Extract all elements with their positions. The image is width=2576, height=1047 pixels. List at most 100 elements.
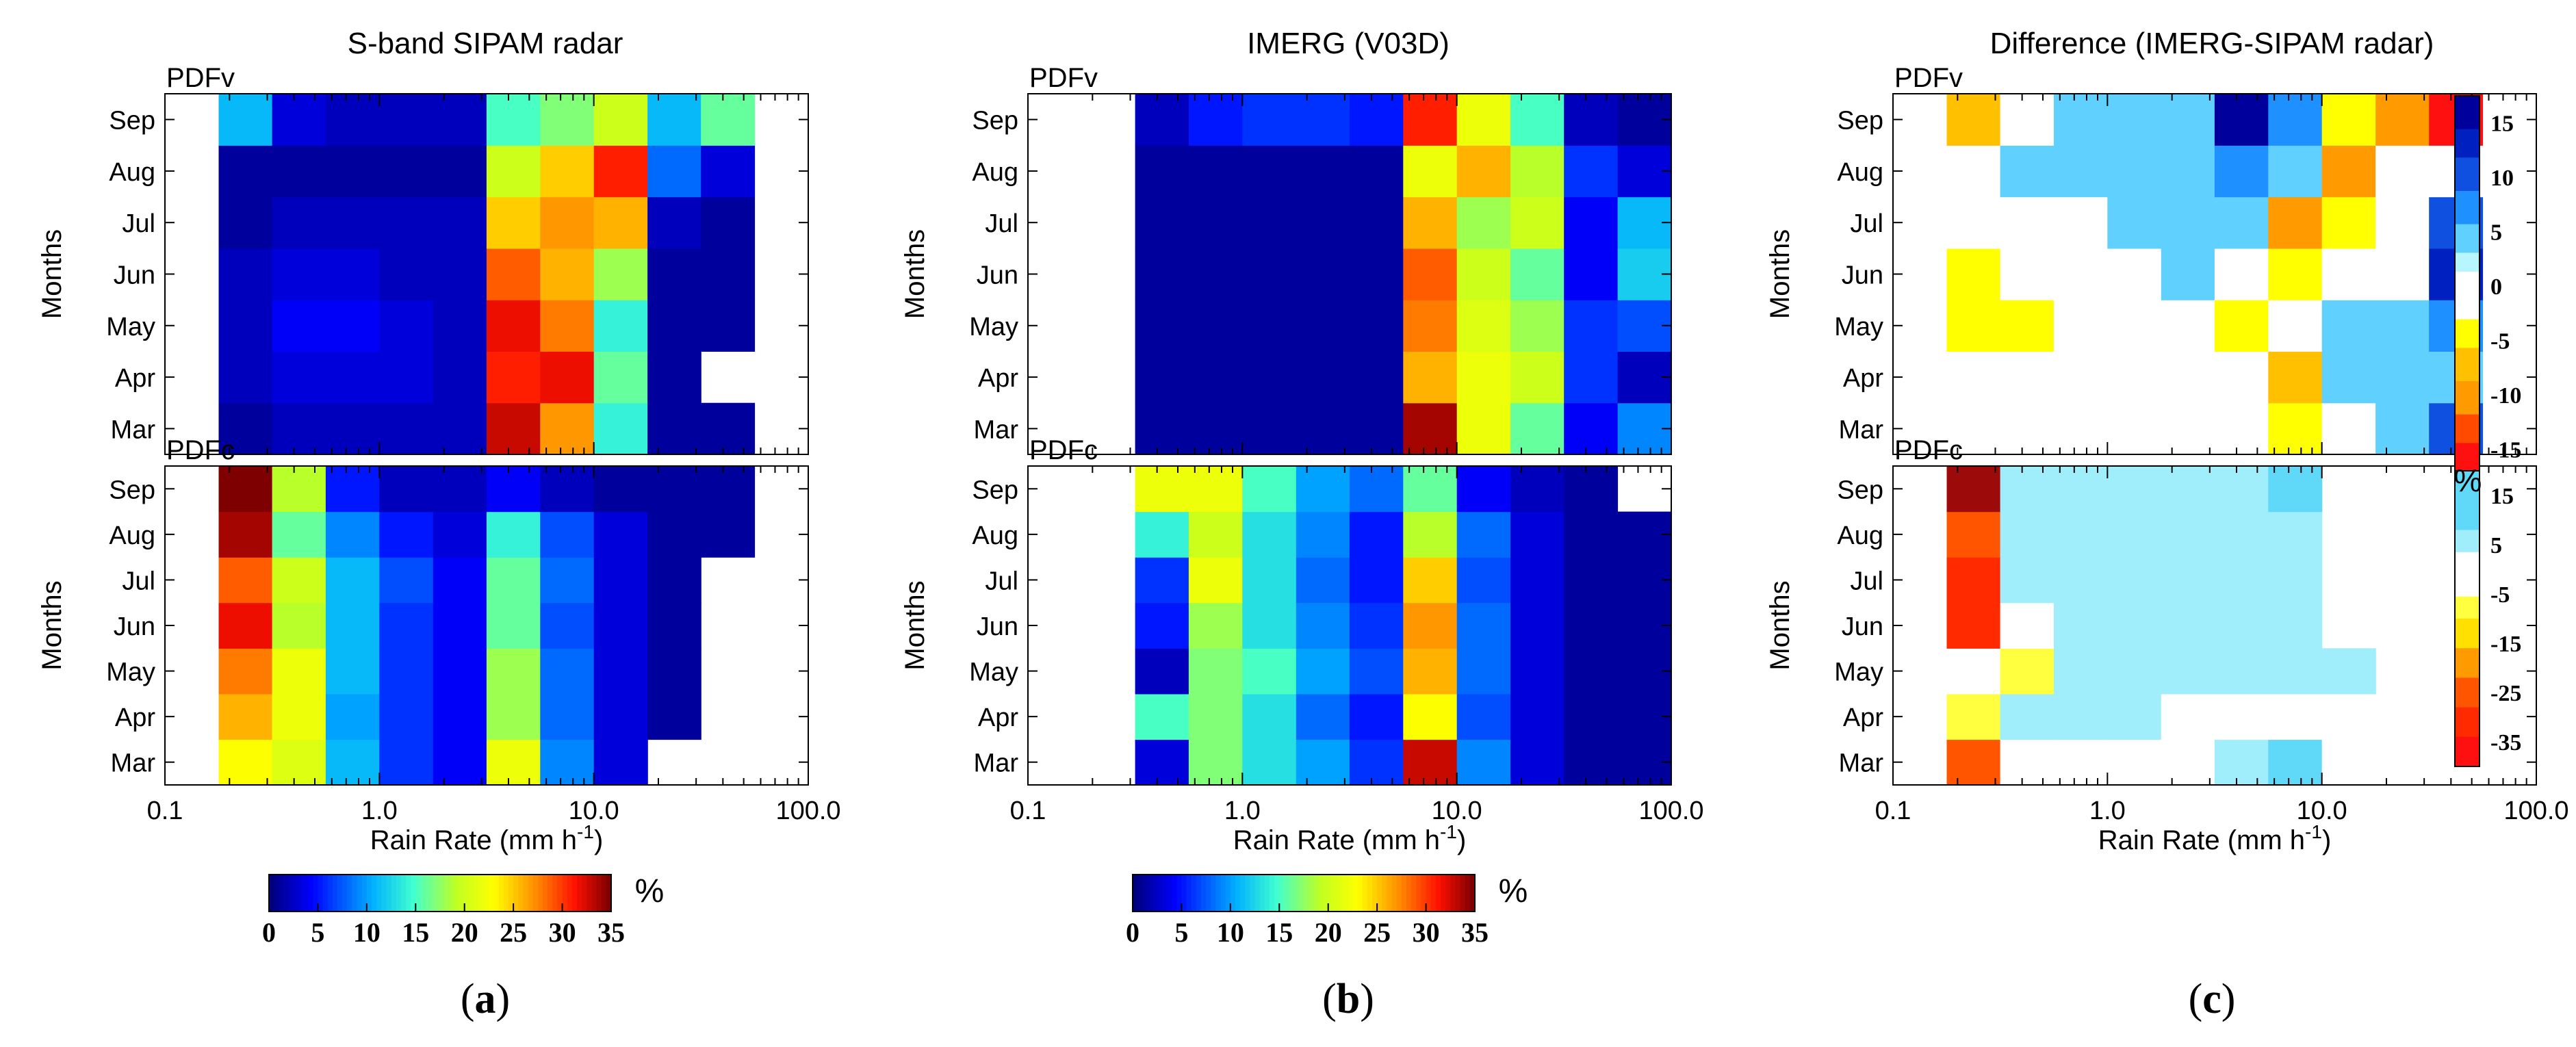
heatmap-cell (325, 511, 380, 558)
heatmap-cell (2375, 196, 2430, 249)
colorbar-tick-label: 10 (1217, 917, 1244, 948)
colorbar-segment (1391, 875, 1398, 912)
x-tick-label: 10.0 (569, 797, 619, 825)
colorbar-segment (557, 875, 563, 912)
heatmap-cell (540, 300, 595, 352)
heatmap-cell (647, 557, 701, 604)
heatmap-cell (2000, 602, 2055, 649)
heatmap-cell (1564, 402, 1619, 455)
heatmap-cell (2107, 248, 2162, 300)
heatmap-cell (379, 248, 434, 300)
heatmap-cell (2107, 511, 2162, 558)
colorbar-segment (1230, 875, 1236, 912)
heatmap-cell (1296, 94, 1350, 146)
heatmap-cell (2053, 739, 2108, 786)
colorbar-segment (269, 875, 274, 912)
heatmap-cell (2000, 466, 2055, 513)
heatmap-cell (1456, 94, 1511, 146)
heatmap-cell (1510, 402, 1564, 455)
x-tick-label: 0.1 (1875, 797, 1911, 825)
colorbar-segment (2455, 376, 2480, 382)
colorbar-segment (1387, 875, 1393, 912)
colorbar-segment (2455, 333, 2480, 339)
heatmap-cell (1510, 94, 1564, 146)
heatmap-cell (701, 94, 756, 146)
heatmap-cell (1510, 693, 1564, 740)
heatmap-cell (1510, 351, 1564, 404)
heatmap-cell (2053, 511, 2108, 558)
heatmap-cell (2053, 351, 2108, 404)
y-tick-label: Jul (985, 567, 1018, 595)
colorbar-segment (2455, 667, 2480, 671)
colorbar-segment (337, 875, 343, 912)
heatmap-cell (1296, 693, 1350, 740)
colorbar-tick-label: -5 (2490, 582, 2510, 608)
colorbar-segment (445, 875, 450, 912)
heatmap-cell (1946, 648, 2001, 695)
heatmap-cell (325, 648, 380, 695)
heatmap-cell (2375, 94, 2430, 146)
colorbar-tick-label: 30 (1413, 917, 1440, 948)
colorbar-segment (552, 875, 558, 912)
heatmap-cell (701, 248, 756, 300)
colorbar-segment (2455, 338, 2480, 344)
colorbar-segment (2455, 755, 2480, 760)
colorbar-segment (1196, 875, 1202, 912)
heatmap-cell (2321, 402, 2376, 455)
heatmap-cell (1135, 511, 1189, 558)
heatmap-cell (325, 145, 380, 198)
heatmap-cell (593, 248, 648, 300)
colorbar-segment (1264, 875, 1270, 912)
heatmap-cell (1349, 196, 1404, 249)
colorbar-segment (474, 875, 480, 912)
heatmap-cell (647, 693, 701, 740)
heatmap-cell (2053, 94, 2108, 146)
heatmap-cell (2107, 602, 2162, 649)
colorbar-segment (2455, 357, 2480, 363)
colorbar-segment (2455, 736, 2480, 741)
colorbar-segment (2455, 290, 2480, 296)
heatmap-cell (1456, 466, 1511, 513)
heatmap-cell (2161, 557, 2215, 604)
heatmap-cell (1349, 402, 1404, 455)
heatmap-cell (2321, 248, 2376, 300)
colorbar-segment (532, 875, 539, 912)
heatmap-cell (486, 648, 541, 695)
heatmap-cell (1946, 466, 2001, 513)
colorbar-segment (1309, 875, 1314, 912)
y-tick-label: Jun (977, 612, 1018, 641)
heatmap-cell (593, 693, 648, 740)
heatmap-cell (1296, 648, 1350, 695)
colorbar-segment (537, 875, 543, 912)
heatmap-cell (1242, 466, 1297, 513)
heatmap-cell (272, 511, 326, 558)
colorbar-segment (2455, 233, 2480, 240)
heatmap-cell (1946, 693, 2001, 740)
heatmap-cell (486, 466, 541, 513)
panel-title: IMERG (V03D) (1247, 27, 1450, 60)
panel-b: IMERG (V03D) PDFv Mar Apr May Jun Jul Aug Sep Mon… (900, 27, 1704, 1022)
colorbar-tick-label: 15 (2490, 484, 2514, 509)
x-tick-label: 1.0 (361, 797, 398, 825)
heatmap-cell (2000, 693, 2055, 740)
colorbar-segment (493, 875, 500, 912)
colorbar-segment (1245, 875, 1250, 912)
y-axis-label: Months (900, 580, 930, 670)
heatmap-cell (540, 94, 595, 146)
colorbar-segment (2455, 195, 2480, 201)
colorbar-segment (523, 875, 529, 912)
heatmap-cell (486, 557, 541, 604)
colorbar-segment (582, 875, 587, 912)
y-tick-label: Sep (972, 107, 1018, 135)
heatmap-cell (1456, 739, 1511, 786)
colorbar-segment (1318, 875, 1324, 912)
heatmap-cell (379, 300, 434, 352)
colorbar-tick-label: -35 (2490, 730, 2521, 755)
colorbar-segment (1323, 875, 1329, 912)
colorbar-segment (1382, 875, 1387, 912)
colorbar-segment (2455, 362, 2480, 367)
heatmap-cell (379, 196, 434, 249)
colorbar-segment (1161, 875, 1168, 912)
colorbar-segment (2455, 604, 2480, 608)
heatmap-cell (1349, 94, 1404, 146)
